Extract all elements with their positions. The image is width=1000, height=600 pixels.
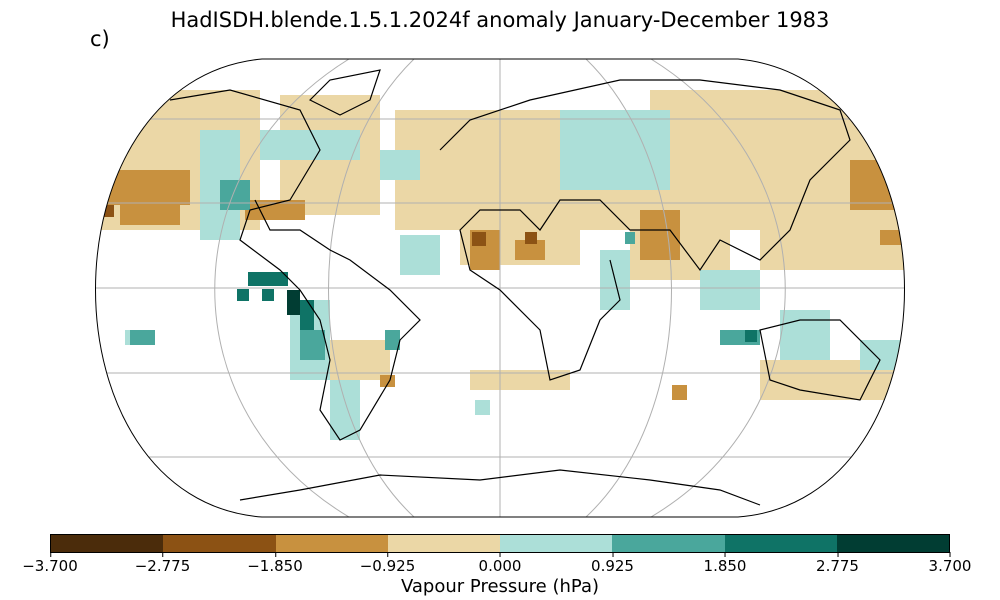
map-title: HadISDH.blende.1.5.1.2024f anomaly Janua… (170, 8, 830, 32)
map-boundary (95, 58, 905, 518)
colorbar-segment (51, 535, 164, 552)
data-grid (95, 59, 905, 517)
colorbar (50, 534, 950, 553)
colorbar-segment (500, 535, 613, 552)
panel-label: c) (90, 27, 110, 51)
colorbar-segment (836, 535, 949, 552)
colorbar-segment (163, 535, 276, 552)
graticule (95, 59, 905, 517)
colorbar-tick-label: −1.850 (247, 552, 303, 575)
colorbar-segment (724, 535, 837, 552)
colorbar-segment (387, 535, 500, 552)
large-positive-anomaly-cells (237, 272, 757, 342)
colorbar-tick-label: −3.700 (22, 552, 78, 575)
colorbar-ticks: −3.700 −2.775 −1.850 −0.925 0.000 0.925 1.850 2… (0, 552, 1000, 577)
colorbar-segment (275, 535, 388, 552)
colorbar-tick-label: −2.775 (134, 552, 191, 575)
colorbar-segment (612, 535, 725, 552)
colorbar-label: Vapour Pressure (hPa) (400, 576, 600, 597)
coastlines (169, 69, 881, 506)
extreme-positive-anomaly-cells (287, 290, 300, 315)
colorbar-tick-label: 0.000 (478, 552, 522, 575)
colorbar-tick-label: 2.775 (816, 552, 859, 575)
colorbar-tick-label: −0.925 (359, 552, 416, 575)
anomaly-map (95, 58, 905, 518)
small-positive-anomaly-cells (125, 110, 900, 440)
colorbar-tick-label: 3.700 (928, 552, 972, 575)
colorbar-tick-label: 1.850 (703, 552, 747, 575)
colorbar-tick-label: 0.925 (591, 552, 634, 575)
